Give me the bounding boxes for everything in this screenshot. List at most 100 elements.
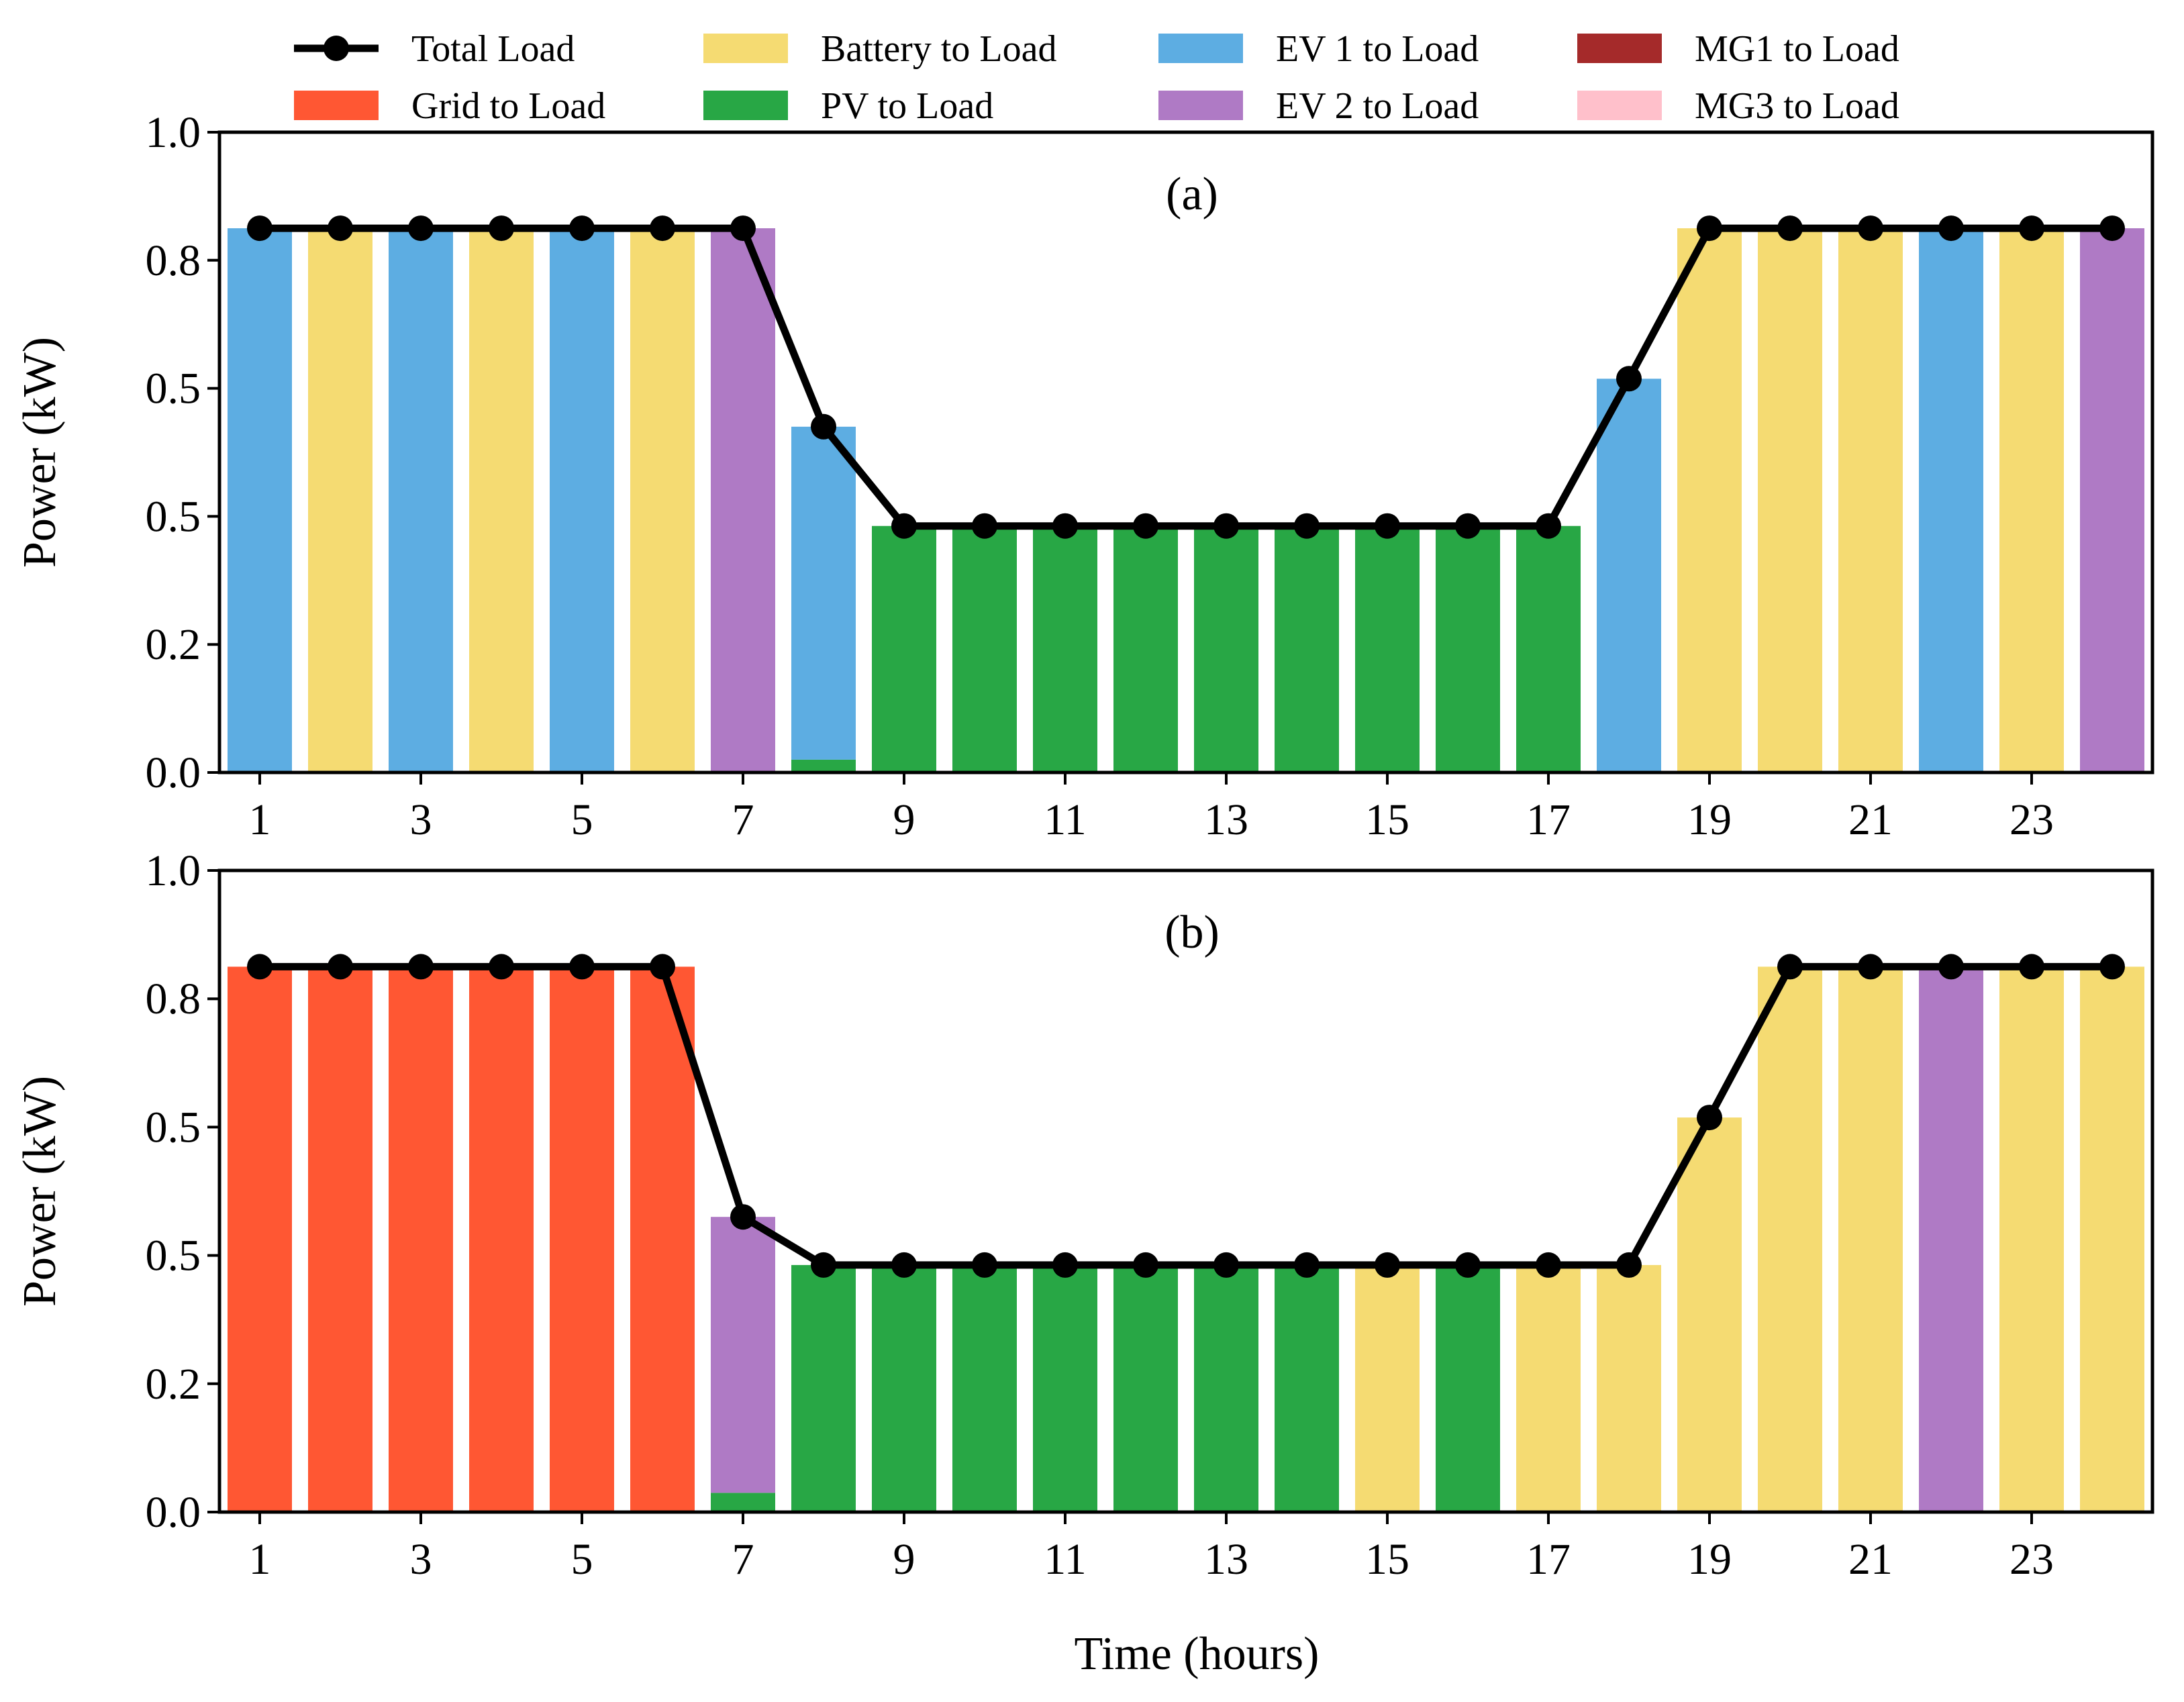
x-tick-label: 21 — [1848, 795, 1893, 844]
total-load-point-hour-2 — [328, 215, 353, 242]
x-tick-label: 23 — [2009, 795, 2054, 844]
total-load-point-hour-5 — [569, 215, 595, 242]
bar-battery-hour-6 — [630, 228, 695, 773]
x-tick-label: 13 — [1204, 795, 1248, 844]
bar-ev2-hour-22 — [1919, 966, 1983, 1512]
total-load-point-hour-13 — [1213, 513, 1239, 539]
total-load-point-hour-10 — [972, 1252, 997, 1278]
legend: Total Load Grid to Load Battery to Load PV … — [294, 28, 1899, 127]
bar-battery-hour-4 — [469, 228, 534, 773]
total-load-point-hour-2 — [328, 954, 353, 980]
x-tick-label: 21 — [1848, 1535, 1893, 1584]
legend-item-total: Total Load — [294, 28, 575, 70]
bar-battery-hour-23 — [1999, 228, 2064, 773]
bar-battery-hour-20 — [1758, 228, 1822, 773]
total-load-point-hour-13 — [1213, 1252, 1239, 1278]
x-tick-label: 1 — [249, 795, 271, 844]
total-load-point-hour-17 — [1536, 1252, 1561, 1278]
legend-swatch-ev1 — [1158, 34, 1243, 63]
bar-ev1-hour-22 — [1919, 228, 1983, 773]
total-load-point-hour-12 — [1133, 1252, 1158, 1278]
x-tick-label: 5 — [571, 1535, 593, 1584]
bar-battery-hour-2 — [308, 228, 373, 773]
bar-pv-hour-8 — [791, 759, 856, 772]
total-load-point-hour-22 — [1938, 215, 1964, 242]
bar-pv-hour-17 — [1516, 525, 1581, 772]
bar-battery-hour-17 — [1516, 1264, 1581, 1512]
bar-battery-hour-24 — [2080, 966, 2144, 1512]
bar-pv-hour-13 — [1194, 1264, 1258, 1512]
panel-a: 0.00.20.50.50.81.01 3 5 7 9 11 13 15 17 19 21 23Pow… — [14, 108, 2154, 844]
total-load-point-hour-22 — [1938, 954, 1964, 980]
y-tick-label: 0.8 — [146, 974, 201, 1023]
legend-swatch-battery — [703, 34, 788, 63]
total-load-point-hour-23 — [2019, 954, 2044, 980]
bar-pv-hour-10 — [952, 1264, 1017, 1512]
total-load-point-hour-9 — [891, 513, 917, 539]
total-load-point-hour-3 — [408, 215, 434, 242]
legend-label-mg3: MG3 to Load — [1695, 85, 1899, 127]
x-tick-label: 5 — [571, 795, 593, 844]
legend-item-ev2: EV 2 to Load — [1158, 85, 1479, 127]
bar-ev2-hour-7 — [711, 228, 775, 773]
total-load-point-hour-11 — [1052, 513, 1078, 539]
bar-pv-hour-12 — [1113, 1264, 1178, 1512]
total-load-point-hour-9 — [891, 1252, 917, 1278]
bar-grid-hour-3 — [389, 966, 453, 1512]
x-tick-label: 3 — [410, 795, 432, 844]
bar-grid-hour-1 — [228, 966, 292, 1512]
x-tick-label: 11 — [1044, 795, 1087, 844]
bar-battery-hour-18 — [1597, 1264, 1661, 1512]
bar-ev2-hour-24 — [2080, 228, 2144, 773]
x-tick-label: 15 — [1365, 1535, 1409, 1584]
y-tick-label: 0.5 — [146, 364, 201, 413]
y-tick-label: 0.2 — [146, 620, 201, 669]
y-tick-label: 0.2 — [146, 1360, 201, 1409]
legend-label-total: Total Load — [411, 28, 575, 70]
x-tick-label: 1 — [249, 1535, 271, 1584]
y-tick-label: 0.0 — [146, 748, 201, 797]
x-tick-label: 17 — [1526, 795, 1571, 844]
x-tick-label: 9 — [893, 795, 915, 844]
legend-item-mg3: MG3 to Load — [1577, 85, 1899, 127]
plot-frame — [217, 130, 2154, 774]
bar-ev1-hour-3 — [389, 228, 453, 773]
y-tick-label: 1.0 — [146, 846, 201, 895]
legend-item-ev1: EV 1 to Load — [1158, 28, 1479, 70]
total-load-point-hour-7 — [730, 215, 756, 242]
bar-grid-hour-2 — [308, 966, 373, 1512]
total-load-point-hour-24 — [2099, 954, 2125, 980]
total-load-point-hour-6 — [650, 215, 675, 242]
y-tick-label: 0.5 — [146, 492, 201, 541]
total-load-point-hour-23 — [2019, 215, 2044, 242]
x-tick-label: 11 — [1044, 1535, 1087, 1584]
total-load-point-hour-4 — [489, 215, 514, 242]
x-tick-label: 19 — [1687, 795, 1732, 844]
total-load-point-hour-7 — [730, 1204, 756, 1230]
bar-grid-hour-6 — [630, 966, 695, 1512]
bar-pv-hour-10 — [952, 525, 1017, 772]
bar-pv-hour-12 — [1113, 525, 1178, 772]
total-load-point-hour-3 — [408, 954, 434, 980]
total-load-point-hour-8 — [811, 1252, 836, 1278]
legend-label-battery: Battery to Load — [821, 28, 1056, 70]
total-load-point-hour-19 — [1697, 1105, 1722, 1131]
total-load-point-hour-15 — [1375, 1252, 1400, 1278]
legend-label-grid: Grid to Load — [411, 85, 605, 127]
bar-battery-hour-21 — [1838, 966, 1903, 1512]
bar-battery-hour-15 — [1355, 1264, 1420, 1512]
total-load-point-hour-16 — [1455, 1252, 1481, 1278]
y-tick-label: 0.8 — [146, 236, 201, 285]
bar-pv-hour-14 — [1275, 525, 1339, 772]
bar-battery-hour-19 — [1677, 228, 1742, 773]
total-load-point-hour-16 — [1455, 513, 1481, 539]
total-load-point-hour-10 — [972, 513, 997, 539]
bar-ev1-hour-1 — [228, 228, 292, 773]
y-tick-label: 0.5 — [146, 1232, 201, 1281]
legend-label-ev1: EV 1 to Load — [1276, 28, 1479, 70]
bar-ev1-hour-5 — [550, 228, 614, 773]
y-axis-label: Power (kW) — [14, 1076, 66, 1307]
bar-ev2-hour-7 — [711, 1217, 775, 1493]
x-tick-label: 19 — [1687, 1535, 1732, 1584]
bar-ev1-hour-8 — [791, 426, 856, 760]
